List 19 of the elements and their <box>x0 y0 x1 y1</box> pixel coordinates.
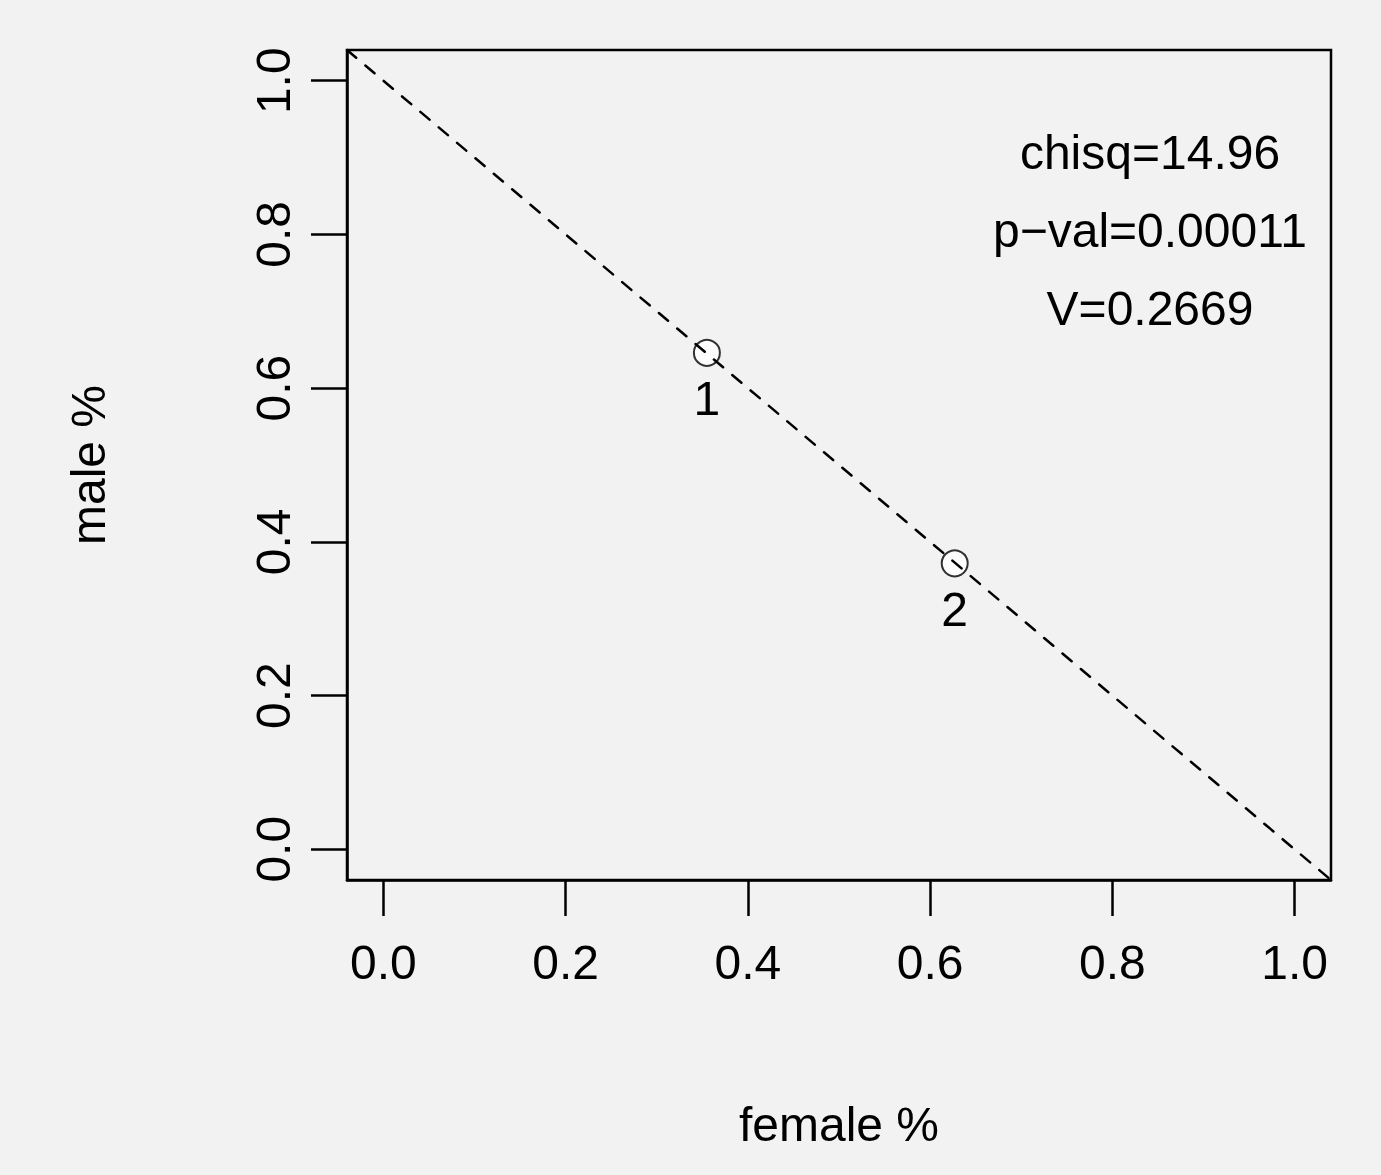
y-tick-label: 0.4 <box>246 508 300 576</box>
x-tick-label: 0.2 <box>532 935 600 989</box>
annotation: 1 <box>693 372 721 426</box>
x-tick-label: 0.8 <box>1078 935 1146 989</box>
x-tick-label: 1.0 <box>1261 935 1328 989</box>
y-tick-label: 0.0 <box>246 815 300 883</box>
y-axis-title: male % <box>61 384 115 546</box>
annotation: 2 <box>941 582 969 636</box>
annotation: chisq=14.96 <box>1019 125 1281 179</box>
y-tick-label: 1.0 <box>246 47 300 115</box>
x-tick-label: 0.6 <box>896 935 964 989</box>
annotation: p−val=0.00011 <box>992 203 1308 257</box>
y-tick-label: 0.2 <box>246 662 300 729</box>
y-tick-label: 0.6 <box>246 354 300 422</box>
x-tick-label: 0.4 <box>714 935 782 989</box>
x-axis-title: female % <box>738 1097 940 1151</box>
annotation: V=0.2669 <box>1046 281 1254 335</box>
y-tick-label: 0.8 <box>246 201 300 268</box>
x-tick-label: 0.0 <box>350 935 417 989</box>
